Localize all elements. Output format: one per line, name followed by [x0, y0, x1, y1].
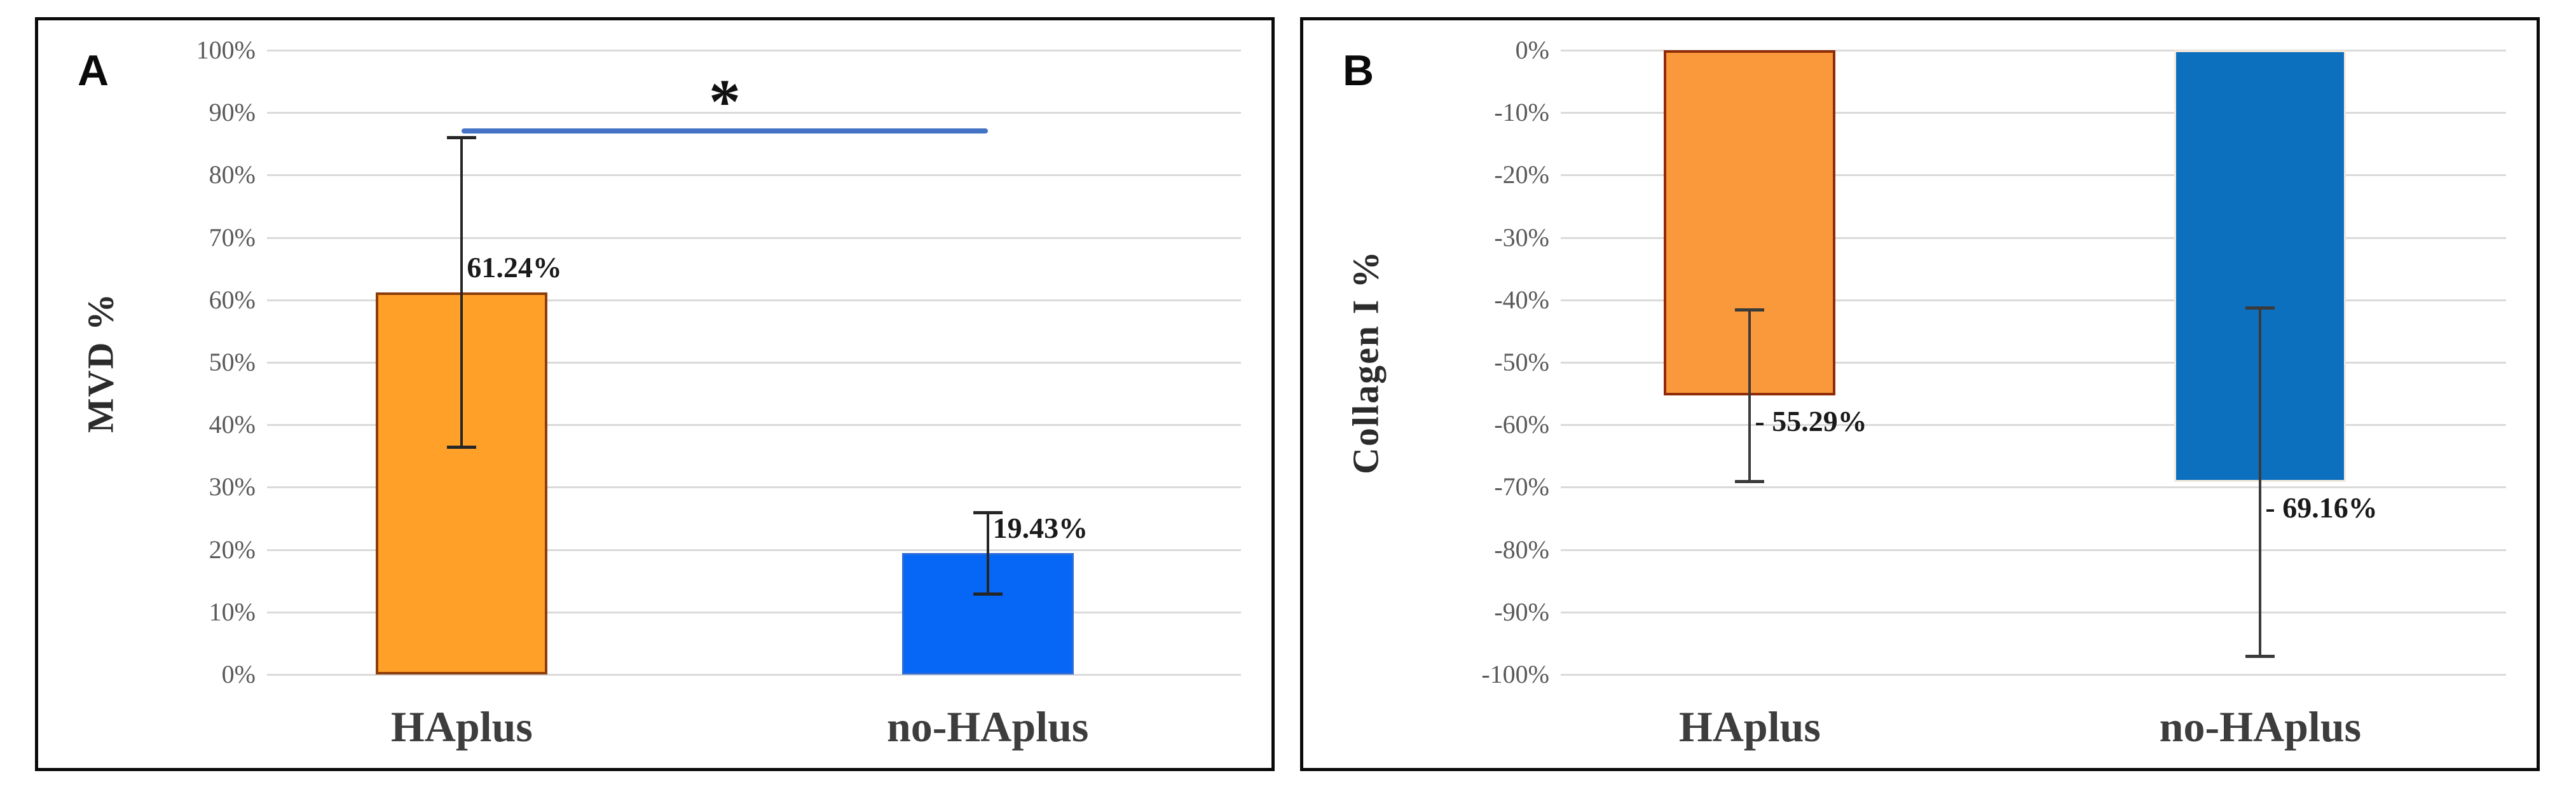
error-bar-cap-top — [2245, 306, 2275, 310]
panel-letter: B — [1343, 46, 1374, 95]
gridline — [267, 174, 1241, 177]
significance-asterisk: * — [709, 65, 741, 137]
y-tick-label: 0% — [1515, 36, 1549, 64]
bar-value-label: - 69.16% — [2265, 491, 2378, 524]
gridline — [1561, 174, 2506, 177]
gridline — [267, 362, 1241, 364]
error-bar-cap-top — [1735, 308, 1765, 311]
bar-value-label: - 55.29% — [1755, 404, 1867, 437]
gridline — [267, 424, 1241, 427]
error-bar-line — [2259, 307, 2262, 657]
gridline — [267, 549, 1241, 551]
y-tick-label: 40% — [209, 410, 256, 439]
error-bar-cap-bottom — [1735, 479, 1765, 483]
gridline — [1561, 549, 2506, 551]
x-category-label-no-haplus: no-HAplus — [886, 702, 1089, 751]
y-tick-label: 60% — [209, 285, 256, 314]
x-category-label-haplus: HAplus — [390, 702, 533, 751]
gridline — [1561, 112, 2506, 114]
gridline — [1561, 236, 2506, 239]
y-tick-label: 90% — [209, 98, 256, 127]
y-tick-label: 0% — [221, 660, 256, 688]
y-tick-label: -100% — [1481, 660, 1549, 688]
gridline — [1561, 299, 2506, 301]
y-tick-label: -80% — [1494, 535, 1549, 564]
panel-a-mvd-chart: A MVD % 100% 90% 80% 70% 60% 50% 40% 30% 20% 10% 0% 6… — [35, 17, 1275, 771]
gridline — [267, 50, 1241, 51]
error-bar-cap-top — [447, 136, 477, 140]
y-tick-label: 20% — [209, 535, 256, 564]
gridline — [267, 112, 1241, 114]
error-bar-line — [986, 512, 989, 595]
y-tick-label: -20% — [1494, 160, 1549, 189]
error-bar-line — [460, 137, 463, 448]
y-tick-label: -50% — [1494, 348, 1549, 376]
gridline — [1561, 362, 2506, 364]
gridline — [1561, 424, 2506, 427]
y-tick-label: 70% — [209, 222, 256, 252]
gridline — [1561, 611, 2506, 613]
error-bar-cap-bottom — [2245, 654, 2275, 658]
gridline — [1561, 50, 2506, 51]
significance-line — [462, 128, 988, 133]
panel-b-plot-area: B Collagen I % 0% -10% -20% -30% -40% -50% -60% -… — [1303, 20, 2537, 768]
gridline — [1561, 486, 2506, 489]
panel-letter: A — [78, 46, 109, 95]
panel-a-plot-area: A MVD % 100% 90% 80% 70% 60% 50% 40% 30% 20% 10% 0% 6… — [38, 20, 1271, 768]
x-category-label-no-haplus: no-HAplus — [2159, 702, 2362, 751]
y-tick-label: -30% — [1494, 222, 1549, 252]
y-tick-label: 50% — [209, 348, 256, 376]
y-tick-label: -40% — [1494, 285, 1549, 314]
error-bar-cap-top — [973, 510, 1003, 514]
gridline — [267, 674, 1241, 676]
error-bar-cap-bottom — [973, 592, 1003, 596]
y-tick-label: 100% — [196, 36, 256, 64]
gridline — [267, 611, 1241, 613]
gridline — [1561, 674, 2506, 676]
y-tick-label: 10% — [209, 597, 256, 626]
x-category-label-haplus: HAplus — [1678, 702, 1821, 751]
error-bar-line — [1748, 309, 1751, 482]
gridline — [267, 299, 1241, 301]
y-tick-label: 30% — [209, 472, 256, 502]
y-tick-label: -10% — [1494, 98, 1549, 127]
bar-value-label: 61.24% — [467, 250, 562, 284]
y-tick-label: -70% — [1494, 472, 1549, 502]
y-tick-label: -90% — [1494, 597, 1549, 626]
y-tick-label: 80% — [209, 160, 256, 189]
gridline — [267, 236, 1241, 239]
y-tick-label: -60% — [1494, 410, 1549, 439]
bar-value-label: 19.43% — [992, 512, 1088, 545]
gridline — [267, 486, 1241, 489]
panel-b-collagen-chart: B Collagen I % 0% -10% -20% -30% -40% -50% -60% -… — [1300, 17, 2540, 771]
error-bar-cap-bottom — [447, 445, 477, 449]
